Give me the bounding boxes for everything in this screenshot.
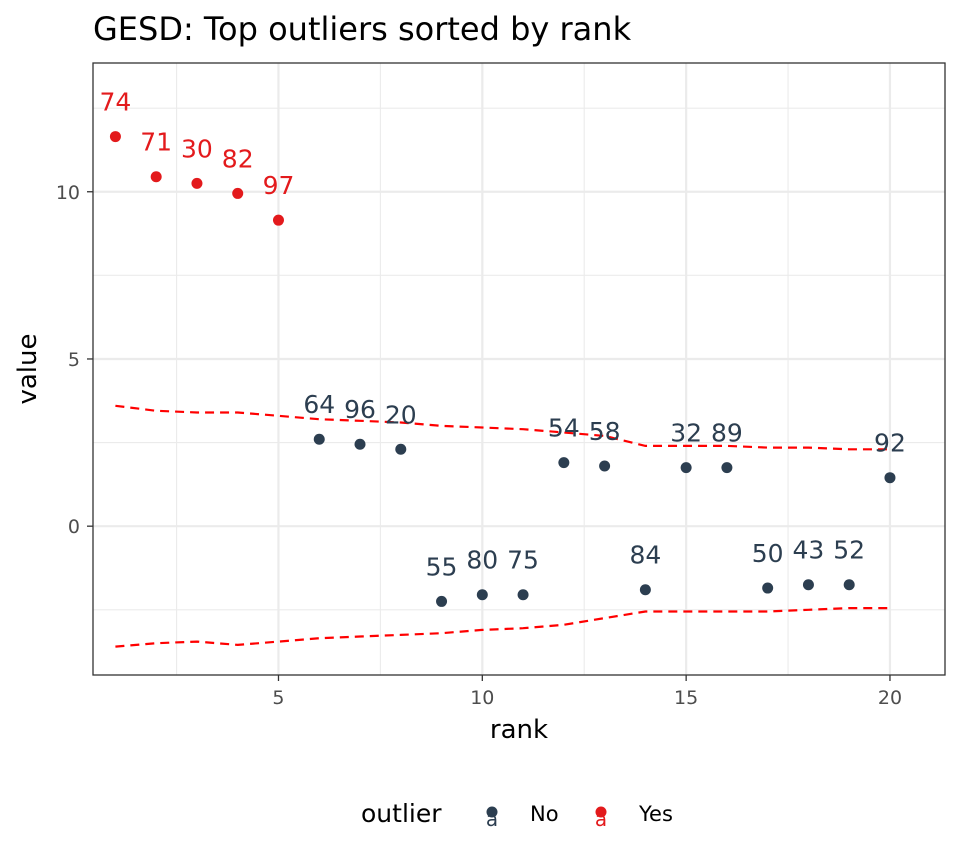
data-point	[109, 131, 121, 143]
data-point	[191, 177, 203, 189]
x-tick-label: 15	[674, 687, 698, 709]
point-labels: 74 71 30 82 97 64 96 20 55 80 75 54 58 84 32 89 50 43 52 92	[100, 88, 906, 582]
chart-title: GESD: Top outliers sorted by rank	[93, 10, 632, 48]
data-point	[680, 462, 692, 474]
data-point	[476, 589, 488, 601]
point-label: 20	[385, 400, 417, 429]
legend-entries: a No a Yes	[486, 802, 673, 831]
data-point	[436, 595, 448, 607]
data-point	[843, 579, 855, 591]
legend-label: Yes	[638, 802, 673, 826]
point-label: 82	[222, 144, 254, 173]
point-label: 43	[793, 536, 825, 565]
point-label: 30	[181, 134, 213, 163]
data-point	[272, 214, 284, 226]
point-label: 74	[100, 88, 132, 117]
point-label: 64	[303, 390, 335, 419]
point-label: 32	[670, 419, 702, 448]
point-label: 89	[711, 419, 743, 448]
data-point	[558, 457, 570, 469]
plot-panel-background	[93, 63, 945, 675]
point-label: 97	[263, 171, 295, 200]
grid-lines	[93, 63, 945, 675]
x-tick-label: 5	[272, 687, 284, 709]
lower-limit-line	[115, 606, 890, 648]
point-label: 84	[629, 541, 661, 570]
point-label: 92	[874, 429, 906, 458]
legend-key-text-glyph: a	[486, 807, 498, 831]
data-point	[884, 472, 896, 484]
limit-lines	[115, 404, 890, 648]
point-label: 75	[507, 546, 539, 575]
data-point	[802, 579, 814, 591]
legend: outlier a No a Yes	[361, 799, 673, 831]
x-tick-label: 20	[878, 687, 902, 709]
data-point	[762, 582, 774, 594]
data-point	[721, 462, 733, 474]
y-axis-title: value	[13, 333, 43, 404]
data-point	[517, 589, 529, 601]
y-axis-ticks: 0 5 10	[56, 182, 93, 538]
data-point	[639, 584, 651, 596]
y-tick-label: 5	[68, 349, 80, 371]
legend-key-point	[486, 806, 498, 818]
plot-panel-border	[92, 62, 946, 676]
upper-limit-line	[115, 404, 890, 451]
point-label: 58	[589, 417, 621, 446]
x-axis-title: rank	[490, 715, 548, 745]
legend-key-point	[595, 806, 607, 818]
legend-key-text-glyph: a	[595, 807, 607, 831]
legend-title: outlier	[361, 799, 442, 828]
data-point	[313, 433, 325, 445]
data-point	[395, 443, 407, 455]
legend-label: No	[530, 802, 559, 826]
data-point	[599, 460, 611, 472]
data-point	[232, 187, 244, 199]
y-tick-label: 10	[56, 182, 80, 204]
data-point	[354, 438, 366, 450]
point-label: 71	[140, 128, 172, 157]
y-tick-label: 0	[68, 516, 80, 538]
data-point	[150, 171, 162, 183]
data-points	[109, 131, 896, 607]
point-label: 52	[833, 536, 865, 565]
point-label: 55	[426, 552, 458, 581]
point-label: 50	[752, 539, 784, 568]
x-tick-label: 10	[470, 687, 494, 709]
point-label: 54	[548, 414, 580, 443]
point-label: 96	[344, 395, 376, 424]
point-label: 80	[466, 546, 498, 575]
x-axis-ticks: 5 10 15 20	[272, 675, 902, 709]
